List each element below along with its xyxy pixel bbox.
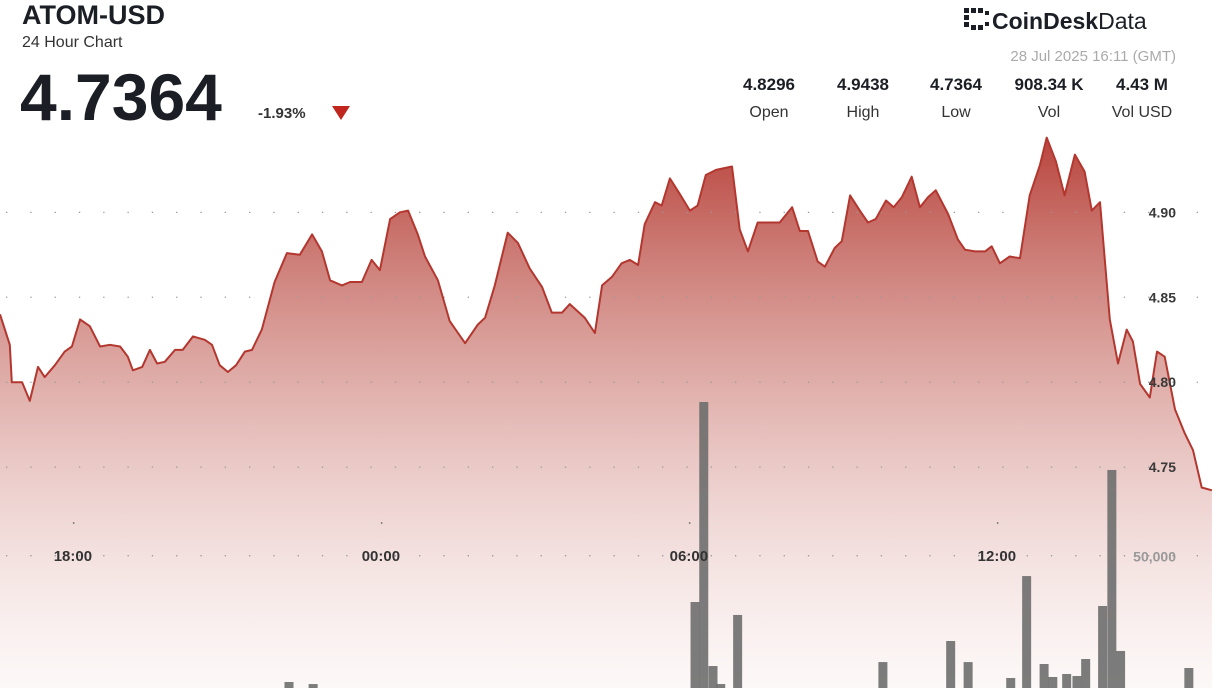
volume-bar xyxy=(690,602,700,688)
price: 4.7364 xyxy=(20,60,222,134)
change: -1.93% xyxy=(258,105,306,122)
volume-bar xyxy=(1022,576,1032,688)
volume-bar xyxy=(1098,605,1108,688)
volume-bar xyxy=(1184,667,1194,688)
volume-bar xyxy=(1039,663,1049,688)
brand-name: CoinDesk xyxy=(992,8,1098,34)
volume-bar xyxy=(716,684,726,688)
y-tick-label: 4.80 xyxy=(1149,374,1176,390)
volume-bar xyxy=(699,402,709,688)
stat-label: Vol xyxy=(1038,104,1060,121)
price-line xyxy=(0,136,1213,492)
volume-bar xyxy=(1006,677,1016,688)
brand: CoinDeskData xyxy=(992,8,1147,34)
volume-bar xyxy=(1116,650,1126,688)
area-fill xyxy=(0,137,1212,688)
stat-value: 4.7364 xyxy=(930,75,983,94)
symbol: ATOM-USD xyxy=(22,0,165,30)
y2-tick-label: 50,000 xyxy=(1133,549,1176,565)
volume-bar xyxy=(963,662,973,688)
volume-bar xyxy=(1072,676,1082,688)
volume-bar xyxy=(284,681,294,688)
volume-bar xyxy=(878,662,888,688)
x-tick-label: 18:00 xyxy=(54,548,92,565)
brand-logo xyxy=(964,8,989,30)
header: ATOM-USD 24 Hour Chart 4.7364 -1.93% Coi… xyxy=(20,0,1176,134)
stat-value: 4.8296 xyxy=(743,75,795,94)
volume-bar xyxy=(1107,469,1117,688)
volume-bar xyxy=(708,666,718,688)
subtitle: 24 Hour Chart xyxy=(22,34,123,51)
plot-area: 18:00 00:00 06:00 12:00 4.75 4.80 4.85 4.90 50,0… xyxy=(0,136,1214,688)
volume-bar xyxy=(308,684,318,688)
x-tick-label: 12:00 xyxy=(978,548,1016,565)
x-tick-label: 00:00 xyxy=(362,548,400,565)
stat-label: Low xyxy=(941,104,971,121)
volume-bar xyxy=(1081,658,1091,688)
stat-label: Vol USD xyxy=(1112,104,1172,121)
volume-bar xyxy=(1062,674,1072,688)
down-arrow xyxy=(332,106,350,120)
stat-label: Open xyxy=(749,104,788,121)
timestamp: 28 Jul 2025 16:11 (GMT) xyxy=(1010,48,1176,65)
stat-value: 4.9438 xyxy=(837,75,889,94)
volume-bar xyxy=(1048,676,1058,688)
x-tick-label: 06:00 xyxy=(670,548,708,565)
y-tick-label: 4.75 xyxy=(1149,459,1176,475)
y-tick-label: 4.85 xyxy=(1149,289,1176,305)
stat-value: 4.43 M xyxy=(1116,75,1168,94)
volume-bar xyxy=(946,641,956,688)
stat-value: 908.34 K xyxy=(1015,75,1085,94)
y-tick-label: 4.90 xyxy=(1149,204,1176,220)
brand-suffix: Data xyxy=(1098,8,1147,34)
stat-label: High xyxy=(847,104,880,121)
volume-bar xyxy=(733,614,743,688)
